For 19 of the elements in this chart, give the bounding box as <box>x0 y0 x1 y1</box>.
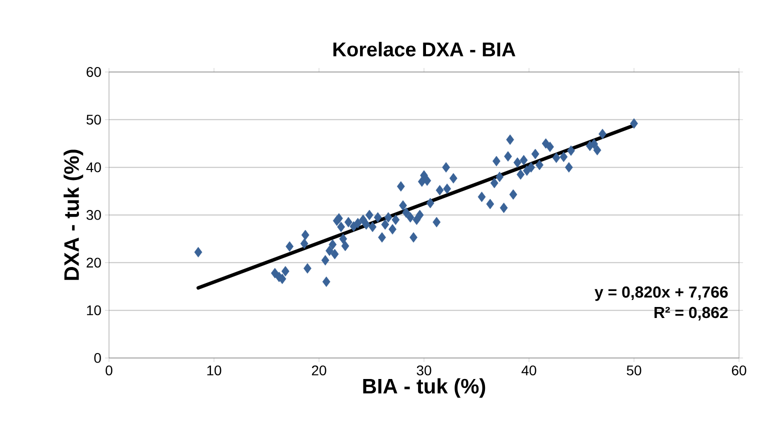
x-tick-label: 20 <box>312 365 326 376</box>
x-tick-label: 40 <box>522 365 536 376</box>
y-tick-label: 50 <box>86 114 101 125</box>
x-tick-label: 50 <box>626 365 642 376</box>
y-axis-title: DXA - tuk (%) <box>64 150 84 280</box>
annotation: R² = 0,862 <box>654 306 728 320</box>
y-tick-label: 30 <box>86 210 101 220</box>
x-tick-label: 10 <box>207 365 222 376</box>
x-tick-label: 0 <box>106 365 112 376</box>
x-axis-title: BIA - tuk (%) <box>363 378 486 398</box>
chart-title: Korelace DXA - BIA <box>333 42 516 56</box>
y-tick-label: 0 <box>94 353 101 363</box>
x-tick-label: 60 <box>732 365 746 376</box>
x-tick-label: 30 <box>416 365 432 376</box>
annotation: y = 0,820x + 7,766 <box>594 286 728 301</box>
y-tick-label: 40 <box>86 162 101 172</box>
y-tick-label: 20 <box>86 258 101 268</box>
y-tick-label: 60 <box>86 67 101 77</box>
y-tick-label: 10 <box>87 305 101 316</box>
